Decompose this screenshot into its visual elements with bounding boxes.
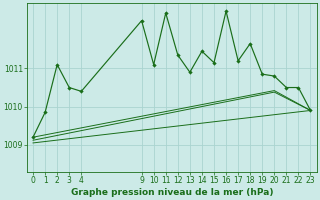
X-axis label: Graphe pression niveau de la mer (hPa): Graphe pression niveau de la mer (hPa) <box>70 188 273 197</box>
